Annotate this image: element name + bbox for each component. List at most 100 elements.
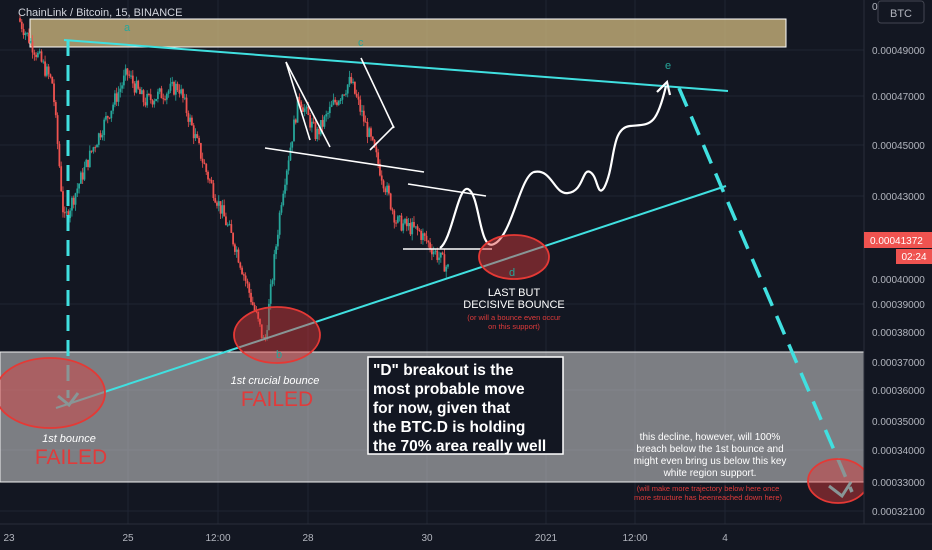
candle-body: [69, 210, 72, 219]
candle-body: [112, 104, 115, 111]
candle-body: [219, 201, 222, 214]
candle-body: [314, 122, 317, 140]
candle-body: [114, 93, 116, 105]
candle-body: [280, 205, 283, 213]
candle-body: [47, 66, 50, 75]
candle-body: [183, 97, 186, 99]
candle-body: [271, 280, 274, 285]
candle-body: [241, 267, 243, 275]
candle-body: [366, 122, 369, 137]
candle-body: [389, 193, 392, 210]
time-tick: 12:00: [205, 533, 230, 544]
candle-body: [83, 167, 86, 180]
last-bounce-note1: (or will a bounce even occur: [467, 313, 561, 322]
candle-body: [24, 33, 27, 36]
candle-body: [230, 224, 233, 233]
candle-body: [278, 212, 281, 235]
candle-body: [345, 93, 347, 95]
time-tick: 25: [122, 533, 134, 544]
candle-body: [388, 185, 390, 194]
candle-body: [103, 119, 106, 136]
candle-body: [447, 264, 449, 267]
candle-body: [44, 61, 46, 76]
candle-body: [185, 97, 188, 113]
candle-body: [76, 188, 79, 194]
candle-body: [384, 188, 387, 193]
price-tick: 0.00034000: [872, 446, 925, 457]
candle-body: [146, 93, 149, 106]
candle-body: [396, 216, 399, 223]
decline-note-text: (will make more trajectory below here on…: [634, 484, 783, 502]
candle-body: [67, 211, 70, 219]
candle-body: [404, 218, 406, 224]
candle-body: [377, 152, 380, 164]
candle-body: [225, 216, 227, 226]
candle-body: [348, 76, 351, 85]
candle-body: [296, 96, 299, 123]
candle-body: [22, 29, 25, 36]
countdown-label: 02:24: [901, 252, 926, 263]
candle-body: [364, 121, 367, 123]
candle-body: [434, 250, 437, 252]
price-tick: 0.00038000: [872, 328, 925, 339]
candle-body: [398, 215, 401, 217]
candle-body: [117, 91, 120, 102]
candle-body: [346, 84, 349, 94]
candle-body: [187, 112, 190, 122]
price-tick: 0.00036000: [872, 386, 925, 397]
candle-body: [411, 221, 414, 235]
candle-body: [106, 116, 109, 118]
candle-body: [74, 193, 77, 205]
time-axis: [0, 524, 932, 550]
candle-body: [35, 54, 38, 58]
candle-body: [151, 100, 154, 105]
price-tick: 0.00047000: [872, 92, 925, 103]
candle-body: [130, 75, 132, 77]
candle-body: [413, 221, 415, 227]
candle-body: [393, 210, 396, 223]
candle-body: [221, 205, 224, 214]
candle-body: [407, 222, 410, 227]
candle-body: [427, 241, 430, 243]
candle-body: [251, 302, 254, 305]
candle-body: [169, 83, 172, 91]
breakout-box-line: the BTC.D is holding: [373, 419, 525, 436]
price-tick: 0.00049000: [872, 46, 925, 57]
candle-body: [436, 250, 439, 260]
candle-body: [171, 81, 174, 84]
breakout-box-line: most probable move: [373, 381, 525, 398]
current-price-tag: 0.00041372 02:24: [864, 232, 932, 264]
candle-body: [262, 336, 265, 338]
candle-body: [191, 117, 193, 126]
candle-body: [260, 324, 263, 338]
candle-body: [115, 93, 118, 102]
candle-body: [31, 41, 34, 53]
candle-body: [332, 99, 335, 105]
candle-body: [275, 246, 277, 255]
candle-body: [293, 119, 295, 142]
candle-body: [180, 89, 183, 94]
candle-body: [72, 197, 75, 205]
candle-body: [105, 116, 107, 120]
candle-body: [336, 102, 338, 105]
candle-body: [137, 80, 140, 89]
currency-badge[interactable]: BTC: [877, 0, 925, 24]
candle-body: [357, 96, 360, 100]
candle-body: [250, 292, 252, 303]
bounce1-arrowhead: [57, 392, 80, 408]
candle-body: [101, 135, 104, 138]
candle-body: [28, 32, 30, 43]
time-tick: 4: [722, 533, 728, 544]
candle-body: [201, 158, 204, 163]
candle-body: [196, 134, 199, 138]
candle-body: [208, 179, 211, 181]
candle-body: [131, 75, 134, 84]
candle-body: [239, 262, 242, 268]
decline-note-line: (will make more trajectory below here on…: [637, 484, 780, 493]
candle-body: [353, 81, 356, 94]
candle-body: [92, 147, 95, 152]
candle-body: [430, 248, 433, 255]
lower-trendline: [55, 185, 727, 409]
candle-body: [45, 66, 48, 76]
